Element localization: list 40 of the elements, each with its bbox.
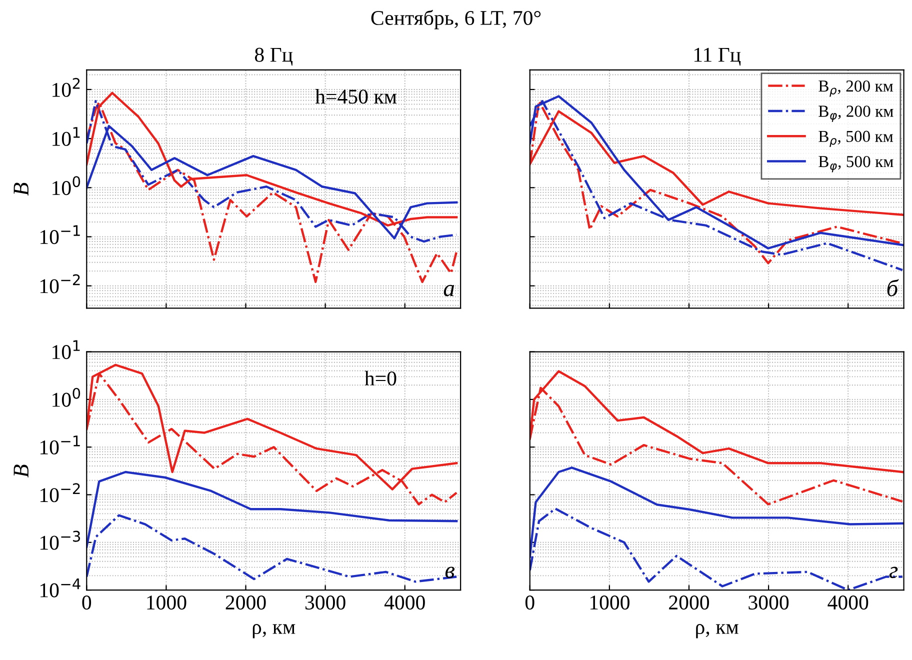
chart-title: 11 Гц <box>694 48 741 66</box>
x-tick-label: 0 <box>82 596 92 610</box>
y-tick-label: 10$^{−1}$ <box>40 436 80 454</box>
chart-title: 8 Гц <box>254 48 293 66</box>
y-tick-label: 10$^{1}$ <box>52 340 80 360</box>
x-axis-title: ρ, км <box>252 624 296 638</box>
x-tick-label: 3000 <box>305 596 346 610</box>
chart-subtitle: Сентябрь, 6 LT, 70° <box>371 10 541 30</box>
legend-label: B$_{φ}$, 200 км <box>818 106 894 122</box>
annotation: в <box>445 566 455 578</box>
x-tick-label: 0 <box>525 596 534 610</box>
y-axis-title: B <box>14 182 28 196</box>
annotation: h=450 км <box>315 89 397 104</box>
legend-label: B$_{φ}$, 500 км <box>818 156 894 172</box>
y-tick-label: 10$^{−2}$ <box>40 483 80 502</box>
annotation: а <box>444 284 454 296</box>
y-tick-label: 10$^{−1}$ <box>40 225 80 244</box>
legend-label: B$_{ρ}$, 500 км <box>818 130 894 148</box>
annotation: h=0 <box>364 370 396 386</box>
line-series <box>86 470 458 548</box>
y-tick-label: 10$^{−3}$ <box>40 530 80 550</box>
x-tick-label: 3000 <box>748 596 789 610</box>
y-tick-label: 10$^{0}$ <box>52 176 80 196</box>
x-tick-label: 2000 <box>669 596 710 610</box>
annotation: б <box>887 279 899 296</box>
y-tick-label: 10$^{−4}$ <box>40 578 80 598</box>
y-tick-label: 10$^{1}$ <box>52 127 80 146</box>
x-tick-label: 4000 <box>828 596 868 610</box>
x-tick-label: 1000 <box>590 596 630 610</box>
x-tick-label: 2000 <box>226 596 266 610</box>
line-series <box>86 514 458 583</box>
y-tick-label: 10$^{0}$ <box>52 388 80 407</box>
y-axis-title: B <box>14 464 28 478</box>
y-tick-label: 10$^{2}$ <box>52 78 80 97</box>
legend-label: B$_{ρ}$, 200 км <box>818 80 894 97</box>
x-axis-title: ρ, км <box>696 624 738 638</box>
x-tick-label: 1000 <box>147 596 186 610</box>
annotation: г <box>889 566 898 578</box>
x-tick-label: 4000 <box>384 596 425 610</box>
y-tick-label: 10$^{−2}$ <box>40 274 80 294</box>
